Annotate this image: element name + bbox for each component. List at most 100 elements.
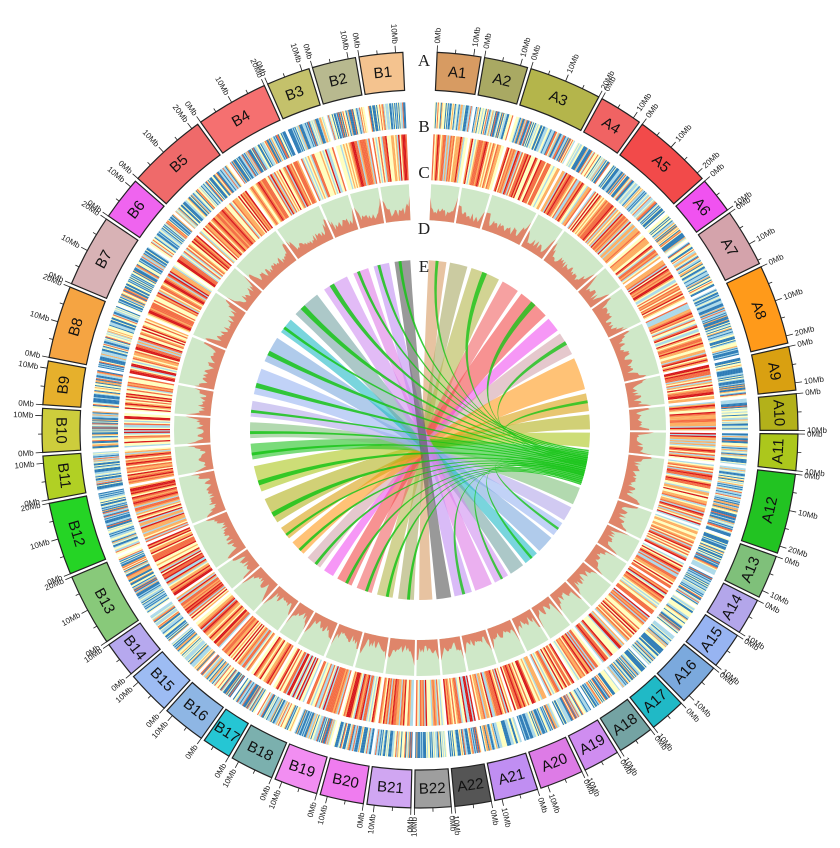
track-letter-b: B — [418, 117, 429, 136]
axis-tick — [636, 740, 638, 743]
axis-tick — [716, 193, 719, 195]
axis-tick — [126, 674, 131, 679]
axis-tick-label: 0Mb — [536, 796, 550, 814]
axis-tick — [620, 750, 624, 756]
axis-tick-label: 0Mb — [351, 32, 362, 49]
axis-tick — [762, 590, 768, 593]
axis-tick-label: 0Mb — [406, 816, 415, 832]
axis-tick — [727, 206, 733, 210]
track-letter-e: E — [419, 257, 429, 276]
axis-tick-label: 10Mb — [213, 75, 231, 97]
axis-tick — [42, 503, 49, 504]
axis-tick — [602, 93, 605, 99]
axis-tick — [451, 807, 452, 814]
axis-tick — [749, 241, 755, 244]
axis-tick — [749, 617, 752, 619]
axis-tick — [789, 511, 796, 512]
axis-tick — [671, 142, 676, 147]
axis-tick — [502, 799, 504, 806]
axis-tick — [329, 59, 330, 63]
axis-tick — [159, 708, 164, 713]
axis-tick — [310, 61, 312, 68]
axis-tick — [93, 232, 96, 234]
axis-tick-label: 10Mb — [60, 610, 82, 628]
axis-tick — [474, 49, 475, 56]
axis-tick — [485, 51, 486, 58]
axis-tick-label: 0Mb — [355, 811, 366, 828]
axis-tick — [42, 356, 49, 357]
axis-tick — [133, 174, 138, 179]
axis-tick — [566, 75, 569, 81]
axis-tick — [261, 79, 264, 85]
axis-tick — [491, 801, 492, 808]
axis-tick — [633, 112, 637, 118]
axis-tick-label: 10Mb — [60, 233, 82, 251]
axis-tick — [265, 78, 268, 84]
axis-tick — [101, 642, 107, 646]
axis-tick — [582, 772, 585, 778]
axis-tick — [668, 716, 671, 719]
axis-tick — [796, 393, 803, 394]
axis-tick — [49, 338, 53, 339]
axis-tick — [159, 147, 164, 152]
chromosome-label-b22: B22 — [419, 780, 446, 798]
axis-tick — [618, 105, 620, 108]
axis-tick — [531, 62, 533, 69]
heatmap-b-cell — [722, 429, 748, 430]
axis-tick — [246, 90, 248, 94]
axis-tick — [197, 116, 201, 122]
axis-tick — [133, 682, 138, 687]
axis-tick — [103, 212, 109, 216]
axis-tick-label: 0Mb — [18, 399, 35, 409]
axis-tick — [315, 794, 317, 801]
axis-tick — [795, 382, 802, 383]
axis-tick — [175, 137, 178, 140]
axis-tick — [520, 795, 521, 799]
axis-tick — [653, 727, 657, 733]
axis-tick — [651, 729, 655, 735]
axis-tick — [362, 804, 363, 811]
heatmap-c-cell — [124, 430, 170, 432]
axis-tick-label: 10Mb — [547, 793, 562, 815]
axis-tick — [740, 226, 743, 228]
axis-tick — [702, 682, 705, 685]
axis-tick — [455, 806, 456, 813]
axis-tick — [344, 801, 345, 805]
axis-tick — [697, 168, 702, 173]
chromosome-label-b21: B21 — [376, 778, 404, 797]
axis-tick — [168, 716, 173, 721]
axis-tick — [757, 600, 763, 603]
axis-tick — [781, 317, 785, 318]
axis-tick — [148, 162, 151, 165]
chromosome-label-b9: B9 — [54, 375, 73, 395]
axis-tick — [796, 471, 803, 472]
axis-tick — [761, 264, 767, 267]
axis-tick — [188, 123, 192, 129]
chromosome-label-b1: B1 — [373, 64, 393, 83]
axis-tick — [269, 778, 272, 784]
axis-tick — [81, 247, 87, 250]
axis-tick — [298, 788, 299, 792]
axis-tick — [76, 594, 80, 596]
axis-tick-label: 10Mb — [500, 807, 513, 829]
axis-tick — [228, 96, 231, 102]
axis-tick — [103, 645, 109, 649]
axis-tick — [599, 91, 602, 97]
track-letters: A B C D E — [418, 51, 431, 276]
axis-tick-label: 10Mb — [471, 26, 483, 48]
heatmap-b-cell — [722, 428, 748, 429]
axis-tick — [184, 727, 186, 730]
axis-tick — [657, 132, 660, 135]
axis-tick — [795, 474, 802, 475]
chromosome-label-b10: B10 — [52, 417, 69, 444]
axis-tick-label: 10Mb — [565, 52, 581, 74]
axis-tick — [739, 632, 745, 636]
axis-tick — [681, 703, 686, 708]
axis-tick — [537, 789, 539, 796]
axis-tick — [373, 805, 374, 812]
axis-tick — [347, 52, 348, 59]
axis-tick-label: 10Mb — [803, 375, 825, 386]
axis-tick — [253, 770, 255, 774]
axis-tick-label: 0Mb — [805, 387, 822, 398]
